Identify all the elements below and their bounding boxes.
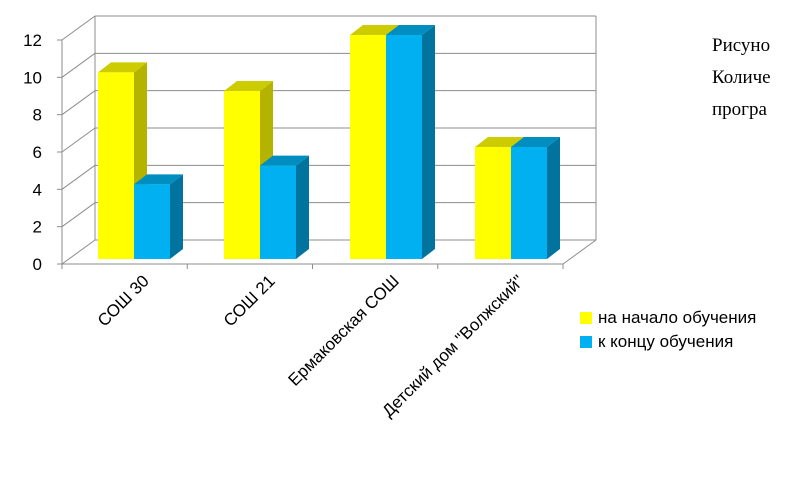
y-tick-label: 0 (33, 255, 42, 274)
bar-side (547, 137, 560, 259)
bar-front (98, 72, 134, 259)
gridline-side (61, 15, 96, 41)
gridline-side (61, 164, 96, 190)
gridline-side (61, 52, 96, 78)
bar-end (134, 174, 183, 259)
gridline-side (61, 239, 96, 265)
bar-top (386, 25, 435, 35)
y-tick-label: 8 (33, 106, 42, 125)
bar-top (98, 62, 147, 73)
caption-line-2: Количе (712, 67, 771, 88)
bar-side (170, 174, 183, 259)
y-tick-label: 10 (23, 68, 42, 87)
y-tick-label: 6 (33, 143, 42, 162)
gridline-side (61, 90, 96, 116)
bar-top (350, 25, 399, 35)
y-tick-label: 12 (23, 31, 42, 50)
bar-front (224, 91, 260, 259)
legend-label-start: на начало обучения (598, 308, 757, 327)
bar-top (224, 81, 273, 91)
x-category-label: СОШ 30 (94, 271, 153, 330)
figure-caption: Рисуно Количе програ (712, 30, 809, 150)
bar-side (422, 25, 435, 259)
legend-swatch-start (580, 312, 592, 324)
legend-label-end: к концу обучения (598, 332, 734, 351)
legend-swatch-end (580, 336, 592, 348)
bar-side (296, 155, 309, 259)
gridline-side (61, 127, 96, 153)
bar-top (475, 137, 524, 147)
bar-front (386, 35, 422, 259)
y-tick-label: 2 (33, 218, 42, 237)
bar-front (475, 147, 511, 259)
bar-front (511, 147, 547, 259)
chart-legend: на начало обучения к концу обучения (580, 306, 756, 354)
legend-item-end: к концу обучения (580, 330, 756, 354)
bar-top (134, 174, 183, 185)
bar-top (260, 155, 309, 166)
x-category-label: Детский дом "Волжский" (379, 271, 528, 420)
caption-line-3: програ (712, 99, 767, 120)
x-category-label: СОШ 21 (220, 271, 279, 330)
bar-end (260, 155, 309, 259)
y-tick-label: 4 (33, 180, 42, 199)
bar-end (511, 137, 560, 259)
bar-front (350, 35, 386, 259)
chart-bars (98, 25, 560, 260)
caption-line-1: Рисуно (712, 35, 771, 56)
bar-front (260, 165, 296, 259)
floor-right-edge (562, 239, 597, 265)
bar-end (386, 25, 435, 259)
gridline-side (61, 202, 96, 228)
chart-grid (57, 15, 597, 269)
x-category-label: Ермаковская СОШ (285, 271, 403, 389)
legend-item-start: на начало обучения (580, 306, 756, 330)
bar-top (511, 137, 560, 147)
bar-front (134, 184, 170, 259)
y-axis-ticks: 0 2 4 6 8 10 12 (23, 31, 42, 274)
